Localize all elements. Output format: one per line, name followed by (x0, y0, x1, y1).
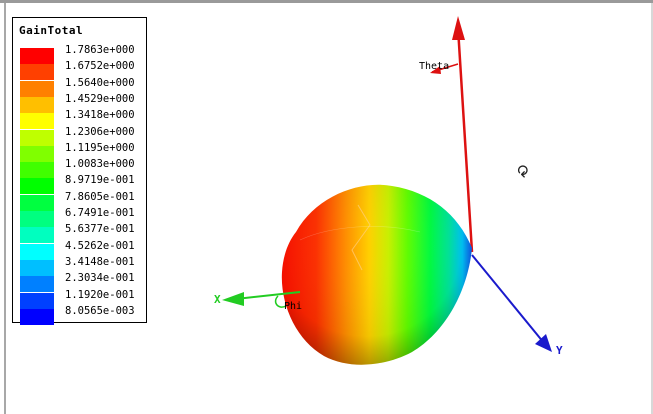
x-axis (222, 291, 301, 308)
legend-swatch (20, 276, 54, 293)
legend-value: 3.4148e-001 (65, 255, 135, 268)
x-axis-label: X (214, 293, 221, 306)
legend-value: 2.3034e-001 (65, 272, 135, 285)
legend-value: 1.2306e+000 (65, 125, 135, 138)
x-axis-arrowhead (222, 292, 244, 306)
legend-swatch (20, 292, 54, 309)
legend-value: 1.1195e+000 (65, 141, 135, 154)
window-left-border (4, 3, 6, 414)
gain-pattern-surface (281, 184, 472, 365)
legend-value: 4.5262e-001 (65, 239, 135, 252)
legend-swatch (20, 259, 54, 276)
window-right-border (651, 3, 653, 414)
legend-swatch (20, 64, 54, 81)
legend-swatch (20, 162, 54, 179)
legend-value: 1.0083e+000 (65, 158, 135, 171)
legend-value: 8.0565e-003 (65, 304, 135, 317)
z-axis-arrowhead (452, 16, 465, 40)
legend-value: 1.4529e+000 (65, 92, 135, 105)
legend-title: GainTotal (19, 24, 84, 37)
legend-value: 1.1920e-001 (65, 288, 135, 301)
legend-swatch (20, 211, 54, 227)
legend-value: 1.7863e+000 (65, 44, 135, 56)
legend-swatch (20, 194, 54, 211)
legend-swatch (20, 48, 54, 64)
legend-value: 1.6752e+000 (65, 60, 135, 73)
phi-label: Phi (284, 301, 303, 312)
legend-swatch (20, 96, 54, 113)
legend-value: 5.6377e-001 (65, 223, 135, 236)
window-top-border (0, 0, 653, 3)
rotate-icon[interactable]: ⟳ (513, 164, 533, 179)
legend-value: 6.7491e-001 (65, 207, 135, 219)
legend-value: 1.3418e+000 (65, 109, 135, 122)
legend-swatch (20, 129, 54, 146)
gain-legend: GainTotal 1.7863e+000 1.6752e+000 1.5640e+… (12, 17, 147, 325)
theta-label: Theta (419, 61, 450, 72)
y-axis (471, 254, 552, 352)
y-axis-label: Y (556, 344, 563, 357)
z-axis (430, 16, 474, 253)
legend-swatch (20, 227, 54, 244)
legend-value: 8.9719e-001 (65, 174, 135, 187)
y-axis-arrowhead (535, 334, 552, 352)
legend-swatch (20, 178, 54, 195)
legend-swatch (20, 145, 54, 162)
legend-swatch (20, 243, 54, 260)
legend-swatch (20, 80, 54, 97)
legend-value: 7.8605e-001 (65, 190, 135, 203)
legend-swatch (20, 308, 54, 325)
legend-value: 1.5640e+000 (65, 76, 135, 89)
legend-swatch (20, 113, 54, 130)
